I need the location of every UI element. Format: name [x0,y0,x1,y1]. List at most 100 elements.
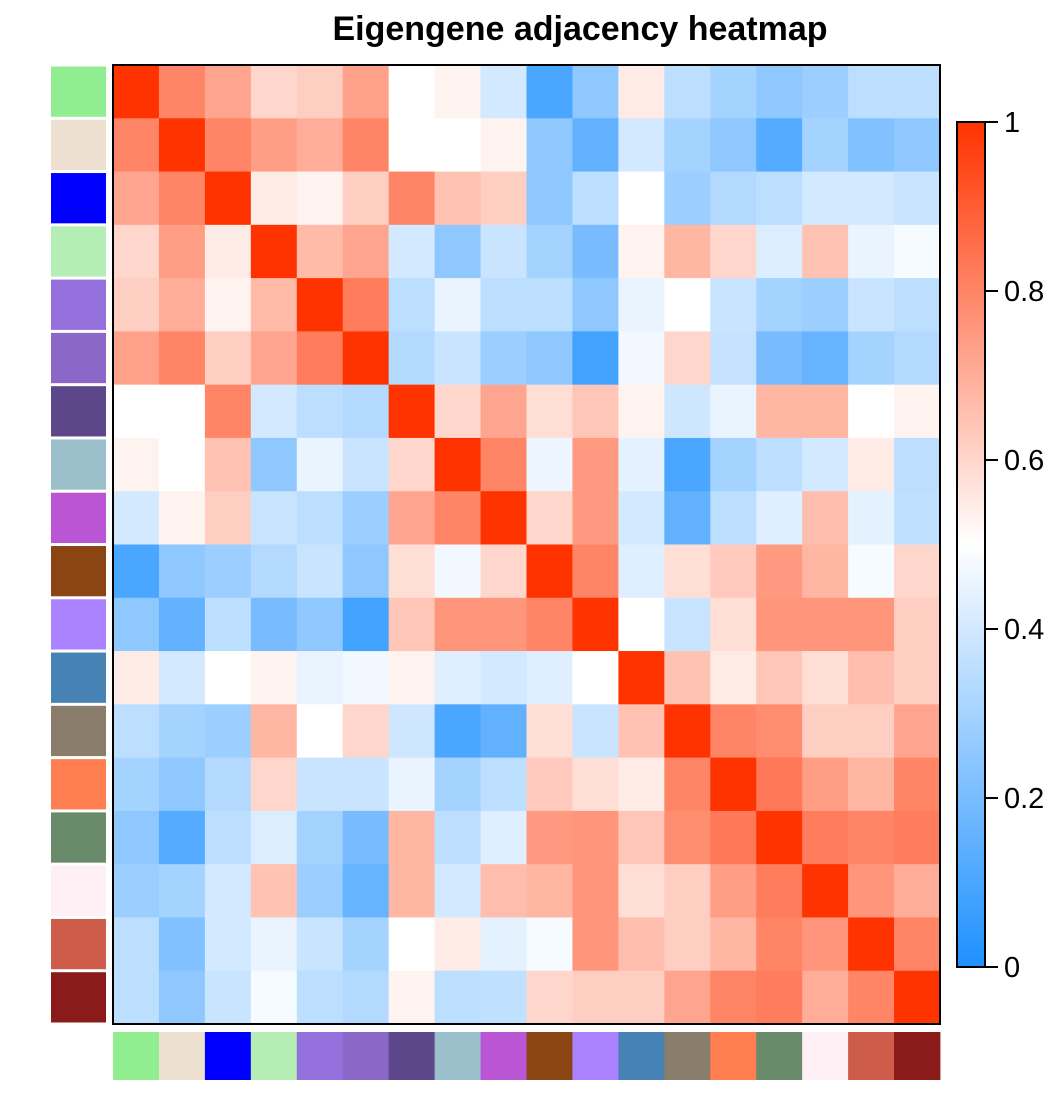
heatmap-cell [802,224,849,279]
heatmap-cell [158,757,206,812]
heatmap-cell [296,704,344,759]
heatmap-cell [113,810,160,865]
heatmap-cell [158,118,206,173]
column-module-swatch [848,1032,895,1080]
heatmap-cell [756,810,803,865]
heatmap-cell [388,331,436,386]
heatmap-cell [480,171,528,226]
heatmap-cell [526,544,574,599]
heatmap-cell [113,171,160,226]
heatmap-cell [618,118,665,173]
heatmap-cell [526,651,574,705]
heatmap-cell [664,437,711,492]
heatmap-cell [296,597,344,652]
heatmap-cell [664,917,711,972]
heatmap-cell [894,331,941,386]
heatmap-cell [296,651,344,705]
heatmap-cell [756,384,803,439]
row-module-swatch [51,226,106,277]
heatmap-cell [204,757,252,812]
heatmap-cell [572,437,619,492]
column-module-swatch [572,1032,619,1080]
heatmap-cell [158,437,206,492]
heatmap-cell [802,810,849,865]
heatmap-cell [756,65,803,119]
heatmap-cell [296,171,344,226]
heatmap-cell [204,491,252,546]
heatmap-cell [388,864,436,919]
heatmap-cell [388,278,436,332]
colorbar-tick-label: 0 [1004,952,1020,984]
heatmap-cell [342,810,390,865]
heatmap-cell [710,384,757,439]
heatmap-cell [296,331,344,386]
heatmap-cell [113,544,160,599]
heatmap-cell [342,917,390,972]
heatmap-cell [802,491,849,546]
heatmap-cell [113,331,160,386]
heatmap-cell [158,491,206,546]
column-module-swatch [894,1032,941,1080]
heatmap-cell [342,331,390,386]
heatmap-cell [296,278,344,332]
heatmap-cell [480,597,528,652]
heatmap-cell [204,437,252,492]
heatmap-cell [434,864,482,919]
heatmap-cell [342,118,390,173]
heatmap-cell [756,757,803,812]
row-module-swatch [51,546,106,597]
heatmap-cell [710,278,757,332]
heatmap-cell [204,118,252,173]
row-module-swatch [51,705,106,757]
heatmap-cell [572,224,619,279]
heatmap-cell [158,810,206,865]
heatmap-cell [894,544,941,599]
heatmap-cell [204,864,252,919]
heatmap-cell [618,384,665,439]
heatmap-cell [296,917,344,972]
heatmap-cell [434,970,482,1025]
heatmap-cell [250,437,298,492]
heatmap-cell [664,118,711,173]
heatmap-cell [296,118,344,173]
heatmap-cell [113,917,160,972]
heatmap-cell [526,278,574,332]
heatmap-cell [480,65,528,119]
heatmap-cell [342,651,390,705]
heatmap-cell [388,757,436,812]
heatmap-cell [664,864,711,919]
heatmap-cell [802,970,849,1025]
heatmap-cell [250,224,298,279]
heatmap-cell [848,810,895,865]
heatmap-cell [250,810,298,865]
heatmap-cell [526,597,574,652]
heatmap-cell [480,704,528,759]
heatmap-cell [480,970,528,1025]
heatmap-cell [894,917,941,972]
heatmap-cell [848,491,895,546]
heatmap-cell [113,597,160,652]
heatmap-cell [480,651,528,705]
heatmap-cell [388,597,436,652]
heatmap-cell [388,544,436,599]
heatmap-cell [250,491,298,546]
heatmap-cell [204,384,252,439]
heatmap-cell [342,171,390,226]
heatmap-cell [756,970,803,1025]
row-module-swatch [51,759,106,810]
heatmap-cell [296,437,344,492]
heatmap-cell [572,917,619,972]
heatmap-cell [480,491,528,546]
row-color-bar [51,66,106,1023]
heatmap-cell [618,810,665,865]
heatmap-cell [894,118,941,173]
heatmap-cell [250,65,298,119]
heatmap-cell [158,544,206,599]
heatmap-cell [848,65,895,119]
colorbar-tick-label: 0.4 [1004,614,1044,646]
heatmap-cell [756,917,803,972]
heatmap-cell [572,864,619,919]
heatmap-cell [434,757,482,812]
column-module-swatch [802,1032,849,1080]
heatmap-cell [572,384,619,439]
